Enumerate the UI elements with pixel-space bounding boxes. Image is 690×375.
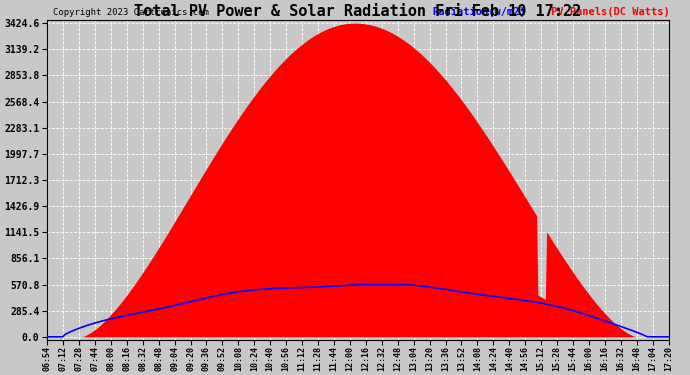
Text: Copyright 2023 Cartronics.com: Copyright 2023 Cartronics.com (53, 8, 209, 17)
Text: Radiation(w/m2): Radiation(w/m2) (433, 7, 526, 17)
Text: PV Panels(DC Watts): PV Panels(DC Watts) (551, 7, 669, 17)
Title: Total PV Power & Solar Radiation Fri Feb 10 17:22: Total PV Power & Solar Radiation Fri Feb… (135, 4, 582, 19)
